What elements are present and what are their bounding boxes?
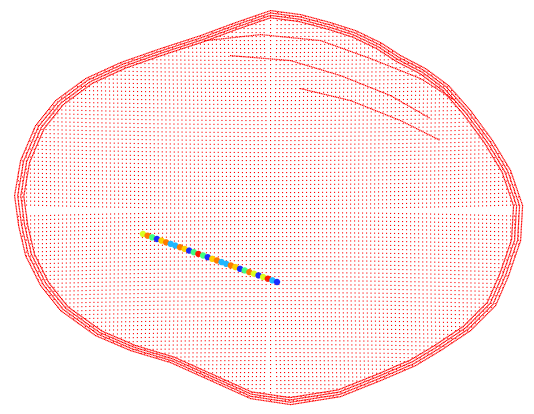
probe-bead bbox=[273, 278, 281, 286]
colored-probe-line bbox=[139, 230, 281, 286]
red-point-cloud bbox=[14, 10, 524, 406]
